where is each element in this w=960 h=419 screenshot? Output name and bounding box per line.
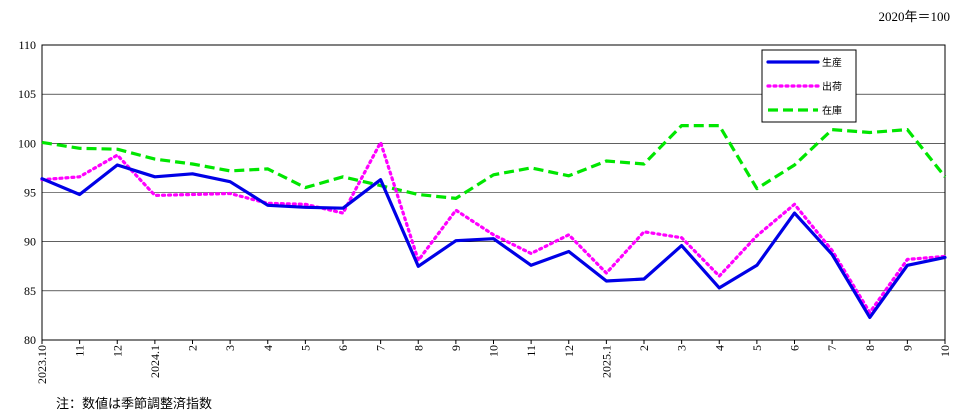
series-line-出荷 (40, 140, 947, 315)
x-tick-label: 2025.1 (599, 345, 613, 378)
x-tick-label: 11 (73, 345, 87, 357)
x-tick-label: 4 (261, 345, 275, 351)
x-tick-label: 9 (900, 345, 914, 351)
x-tick-label: 11 (524, 345, 538, 357)
grid (42, 93, 945, 292)
x-tick-label: 8 (863, 345, 877, 351)
legend-label: 生産 (822, 56, 842, 69)
x-tick-label: 10 (938, 345, 952, 357)
legend-label: 在庫 (822, 104, 842, 117)
x-tick-label: 2 (186, 345, 200, 351)
x-tick-label: 10 (487, 345, 501, 357)
x-tick-label: 6 (788, 345, 802, 351)
x-tick-label: 4 (712, 345, 726, 351)
x-tick-label: 7 (374, 345, 388, 351)
y-tick-label: 110 (18, 38, 36, 52)
y-tick-label: 100 (18, 136, 36, 150)
x-tick-label: 3 (675, 345, 689, 351)
x-tick-label: 12 (110, 345, 124, 357)
y-axis-ticks: 80 85 90 95 100 105 110 (18, 38, 36, 347)
x-tick-label: 5 (750, 345, 764, 351)
x-tick-label: 12 (562, 345, 576, 357)
y-tick-label: 85 (24, 284, 36, 298)
x-tick-label: 5 (298, 345, 312, 351)
series-lines (40, 123, 947, 319)
x-tick-label: 6 (336, 345, 350, 351)
y-tick-label: 90 (24, 235, 36, 249)
unit-label: 2020年＝100 (878, 9, 950, 24)
x-tick-label: 2024.1 (148, 345, 162, 378)
x-tick-label: 7 (825, 345, 839, 351)
x-tick-label: 2023.10 (35, 345, 49, 384)
footnote: 注：数値は季節調整済指数 (56, 397, 213, 412)
series-line-在庫 (41, 123, 947, 200)
legend-label: 出荷 (822, 80, 842, 93)
y-tick-label: 80 (24, 333, 36, 347)
y-tick-label: 95 (24, 186, 36, 200)
x-tick-label: 2 (637, 345, 651, 351)
x-axis-ticks: 2023.10 11 12 2024.1 2 3 4 5 6 7 8 9 10 11 12 2025.1 2 3 4… (35, 340, 952, 384)
y-tick-label: 105 (18, 87, 36, 101)
series-line-生産 (40, 163, 947, 319)
x-tick-label: 8 (411, 345, 425, 351)
x-tick-label: 3 (223, 345, 237, 351)
x-tick-label: 9 (449, 345, 463, 351)
